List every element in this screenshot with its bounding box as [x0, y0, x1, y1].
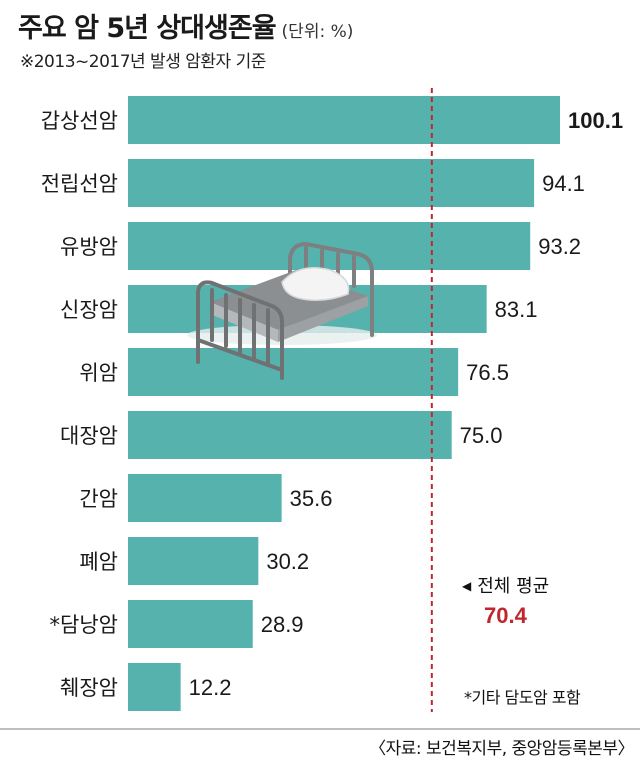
category-label: 간암 [79, 487, 118, 511]
value-label: 83.1 [495, 297, 538, 322]
chart-title-row: 주요 암 5년 상대생존율 (단위: %) [18, 6, 353, 45]
bar [128, 96, 560, 144]
labels-layer: 갑상선암 100.1 전립선암 94.1 유방암 93.2 신장암 83.1 위암 76.5 대장암… [41, 108, 623, 700]
hospital-bed-icon [187, 241, 377, 380]
category-label: *담낭암 [50, 613, 118, 637]
bar [128, 537, 259, 585]
average-value: 70.4 [484, 603, 527, 628]
bar [128, 411, 452, 459]
value-label: 12.2 [189, 675, 232, 700]
category-label: 전립선암 [41, 172, 118, 196]
value-label: 93.2 [538, 234, 581, 259]
average-label: ◀ 전체 평균 [462, 572, 549, 598]
bars-layer [128, 96, 560, 711]
source-divider [0, 728, 640, 730]
bar [128, 222, 531, 270]
chart-subtitle: ※2013~2017년 발생 암환자 기준 [20, 52, 266, 72]
value-label: 35.6 [290, 486, 333, 511]
bar [128, 600, 253, 648]
category-label: 갑상선암 [41, 109, 118, 133]
footnote: *기타 담도암 포함 [464, 688, 581, 707]
category-label: 폐암 [79, 550, 118, 574]
average-label-text: 전체 평균 [477, 576, 550, 597]
chart-title: 주요 암 5년 상대생존율 [18, 13, 277, 44]
value-label: 28.9 [261, 612, 304, 637]
category-label: 대장암 [60, 424, 118, 448]
category-label: 위암 [79, 361, 118, 385]
value-label: 75.0 [460, 423, 503, 448]
value-label: 30.2 [266, 549, 309, 574]
value-label: 76.5 [466, 360, 509, 385]
category-label: 췌장암 [60, 676, 118, 700]
bar [128, 663, 181, 711]
bar [128, 348, 459, 396]
bar [128, 474, 282, 522]
category-label: 신장암 [60, 298, 118, 322]
bar-chart: 갑상선암 100.1 전립선암 94.1 유방암 93.2 신장암 83.1 위암 76.5 대장암… [41, 88, 623, 712]
value-label: 94.1 [542, 171, 585, 196]
category-label: 유방암 [60, 235, 118, 259]
bar [128, 159, 535, 207]
value-label: 100.1 [568, 108, 623, 133]
unit-label: (단위: %) [281, 22, 354, 42]
left-triangle-icon: ◀ [462, 579, 472, 593]
source-credit: 〈자료: 보건복지부, 중앙암등록본부〉 [369, 739, 634, 759]
